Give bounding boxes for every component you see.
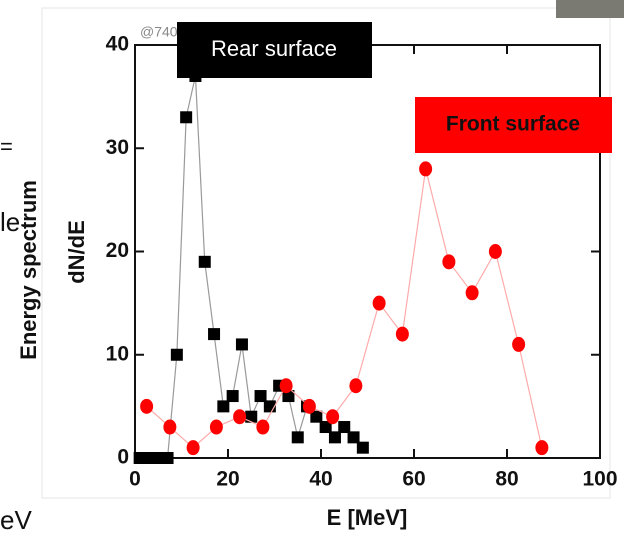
marker bbox=[349, 378, 363, 394]
y-tick-label: 0 bbox=[117, 446, 129, 469]
marker bbox=[442, 254, 456, 270]
marker bbox=[254, 390, 267, 403]
marker bbox=[338, 421, 351, 434]
marker bbox=[291, 431, 304, 444]
series-line bbox=[139, 75, 364, 459]
marker bbox=[535, 440, 549, 456]
x-tick-label: 80 bbox=[495, 468, 518, 491]
marker bbox=[198, 255, 211, 268]
marker bbox=[512, 336, 526, 352]
x-tick-label: 100 bbox=[582, 468, 617, 491]
marker bbox=[319, 421, 332, 434]
y-tick-label: 40 bbox=[106, 33, 129, 56]
marker bbox=[163, 419, 177, 435]
legend-box bbox=[177, 22, 372, 78]
marker bbox=[217, 400, 230, 413]
slide-frame bbox=[41, 7, 611, 499]
marker bbox=[465, 285, 479, 301]
legend-box bbox=[415, 97, 612, 153]
marker bbox=[152, 452, 165, 464]
x-tick-label: 60 bbox=[402, 468, 425, 491]
marker bbox=[142, 452, 155, 464]
legend-label: Rear surface bbox=[211, 36, 337, 61]
marker bbox=[356, 441, 369, 454]
marker bbox=[245, 410, 258, 423]
marker bbox=[226, 390, 239, 403]
x-tick-label: 0 bbox=[129, 468, 141, 491]
x-tick-label: 20 bbox=[216, 468, 239, 491]
marker bbox=[209, 419, 223, 435]
marker bbox=[347, 431, 360, 444]
photo-corner bbox=[556, 0, 624, 18]
marker bbox=[140, 398, 154, 414]
marker bbox=[326, 409, 340, 425]
marker bbox=[256, 419, 270, 435]
marker bbox=[133, 452, 146, 464]
marker bbox=[310, 410, 323, 423]
y-title: Energy spectrum bbox=[16, 180, 41, 360]
marker bbox=[395, 326, 409, 342]
watermark: @740 bbox=[140, 24, 178, 40]
x-tick-label: 40 bbox=[309, 468, 332, 491]
y-tick-label: 10 bbox=[106, 342, 129, 365]
marker bbox=[233, 409, 247, 425]
marker bbox=[170, 348, 183, 361]
marker bbox=[161, 452, 174, 464]
x-axis-label: E [MeV] bbox=[327, 505, 408, 530]
cropped-text: eV bbox=[0, 505, 32, 535]
marker bbox=[208, 328, 221, 341]
marker bbox=[328, 431, 341, 444]
series-line bbox=[146, 168, 543, 449]
legend-label: Front surface bbox=[446, 113, 580, 136]
marker bbox=[372, 295, 386, 311]
marker bbox=[235, 338, 248, 351]
marker bbox=[186, 440, 200, 456]
marker bbox=[419, 161, 433, 177]
cropped-text: = bbox=[0, 134, 13, 159]
marker bbox=[488, 244, 502, 259]
marker bbox=[302, 398, 316, 414]
y-axis-label: dN/dE bbox=[64, 220, 89, 284]
y-tick-label: 30 bbox=[106, 136, 129, 159]
cropped-text: le bbox=[0, 207, 20, 237]
marker bbox=[279, 378, 293, 394]
marker bbox=[180, 111, 193, 124]
y-tick-label: 20 bbox=[106, 239, 129, 262]
